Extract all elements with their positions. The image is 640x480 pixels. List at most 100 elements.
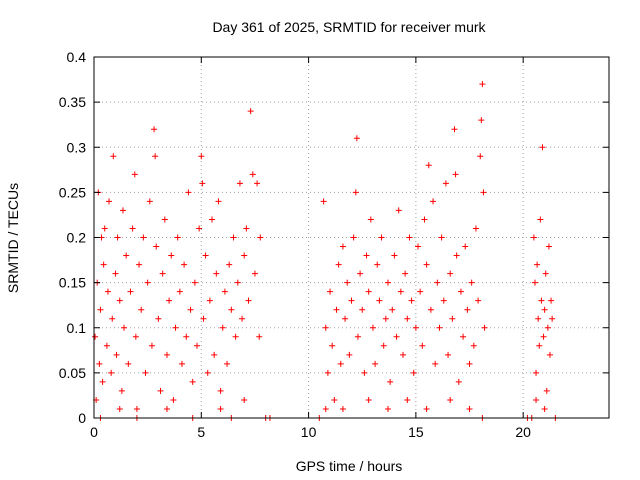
data-point: [114, 234, 121, 241]
data-point: [181, 261, 188, 268]
data-point: [194, 342, 200, 349]
data-point: [423, 405, 430, 412]
data-point: [129, 225, 136, 232]
data-point: [109, 315, 116, 322]
data-point: [531, 279, 538, 286]
data-point: [397, 288, 404, 295]
data-point: [224, 360, 231, 367]
data-point: [247, 108, 254, 115]
data-point: [322, 405, 329, 412]
data-point: [479, 81, 486, 88]
x-tick-label: 15: [408, 424, 424, 440]
data-point: [104, 288, 111, 295]
data-point: [200, 315, 207, 322]
data-point: [121, 324, 128, 331]
tick-labels: 0 5 10 15 20 0 0.05 0.1 0.15 0.2 0.25 0.3 0.35 0.4: [59, 49, 531, 440]
data-point: [425, 162, 432, 169]
data-point: [140, 234, 147, 241]
data-point: [106, 198, 113, 205]
axis-ticks: [93, 56, 609, 419]
y-tick-label: 0.25: [59, 184, 86, 200]
data-point: [191, 279, 198, 286]
data-point: [199, 180, 206, 187]
data-point: [234, 279, 241, 286]
y-tick-label: 0.1: [67, 320, 87, 336]
data-point: [530, 234, 537, 241]
data-point: [146, 198, 153, 205]
data-point: [445, 351, 452, 358]
data-point: [170, 396, 177, 403]
data-point: [157, 387, 164, 394]
data-point: [430, 198, 437, 205]
data-point: [533, 369, 540, 376]
data-point: [189, 378, 196, 385]
data-point: [421, 216, 428, 223]
data-point: [540, 333, 547, 340]
data-point: [228, 306, 235, 313]
data-point: [159, 270, 166, 277]
data-point: [378, 234, 385, 241]
data-point: [215, 198, 222, 205]
data-point: [348, 297, 355, 304]
data-point: [136, 261, 143, 268]
data-point: [432, 360, 439, 367]
data-point: [342, 315, 349, 322]
data-point: [196, 225, 203, 232]
data-point: [460, 333, 467, 340]
data-point: [361, 369, 368, 376]
data-point: [155, 315, 162, 322]
data-point: [438, 234, 445, 241]
data-point: [408, 297, 415, 304]
data-point: [387, 378, 394, 385]
data-point: [116, 297, 123, 304]
data-point: [327, 288, 334, 295]
data-point: [344, 279, 351, 286]
data-point: [468, 279, 475, 286]
data-point: [125, 360, 132, 367]
data-point: [152, 153, 159, 160]
data-point: [384, 279, 391, 286]
data-point: [204, 369, 211, 376]
data-point: [536, 342, 543, 349]
data-point: [256, 333, 263, 340]
chart-title: Day 361 of 2025, SRMTID for receiver mur…: [212, 19, 486, 35]
data-point: [365, 288, 372, 295]
data-point: [410, 369, 417, 376]
data-point: [133, 405, 140, 412]
y-axis-label: SRMTID / TECUs: [5, 183, 21, 293]
data-point: [335, 261, 342, 268]
data-point: [161, 216, 168, 223]
data-point: [537, 216, 544, 223]
data-point: [453, 252, 460, 259]
data-point: [320, 198, 327, 205]
data-point: [481, 324, 488, 331]
data-point: [447, 396, 454, 403]
data-point: [369, 324, 376, 331]
data-point: [449, 315, 456, 322]
grid: [94, 57, 609, 418]
data-point: [478, 117, 485, 124]
data-point: [138, 306, 145, 313]
data-point: [206, 297, 213, 304]
data-point: [404, 396, 411, 403]
data-point: [132, 333, 139, 340]
data-point: [542, 270, 549, 277]
data-point: [127, 288, 134, 295]
data-point: [108, 369, 115, 376]
data-point: [359, 306, 366, 313]
data-point: [534, 261, 541, 268]
data-point: [541, 405, 548, 412]
data-point: [400, 351, 406, 358]
data-point: [427, 306, 434, 313]
data-point: [548, 297, 555, 304]
y-tick-label: 0.4: [67, 49, 87, 65]
data-point: [352, 189, 359, 196]
y-tick-label: 0.05: [59, 365, 86, 381]
data-point: [153, 243, 160, 250]
data-point: [391, 252, 398, 259]
data-point: [455, 378, 462, 385]
data-point: [230, 234, 237, 241]
data-point: [116, 405, 123, 412]
data-point: [412, 324, 419, 331]
data-point: [472, 225, 479, 232]
